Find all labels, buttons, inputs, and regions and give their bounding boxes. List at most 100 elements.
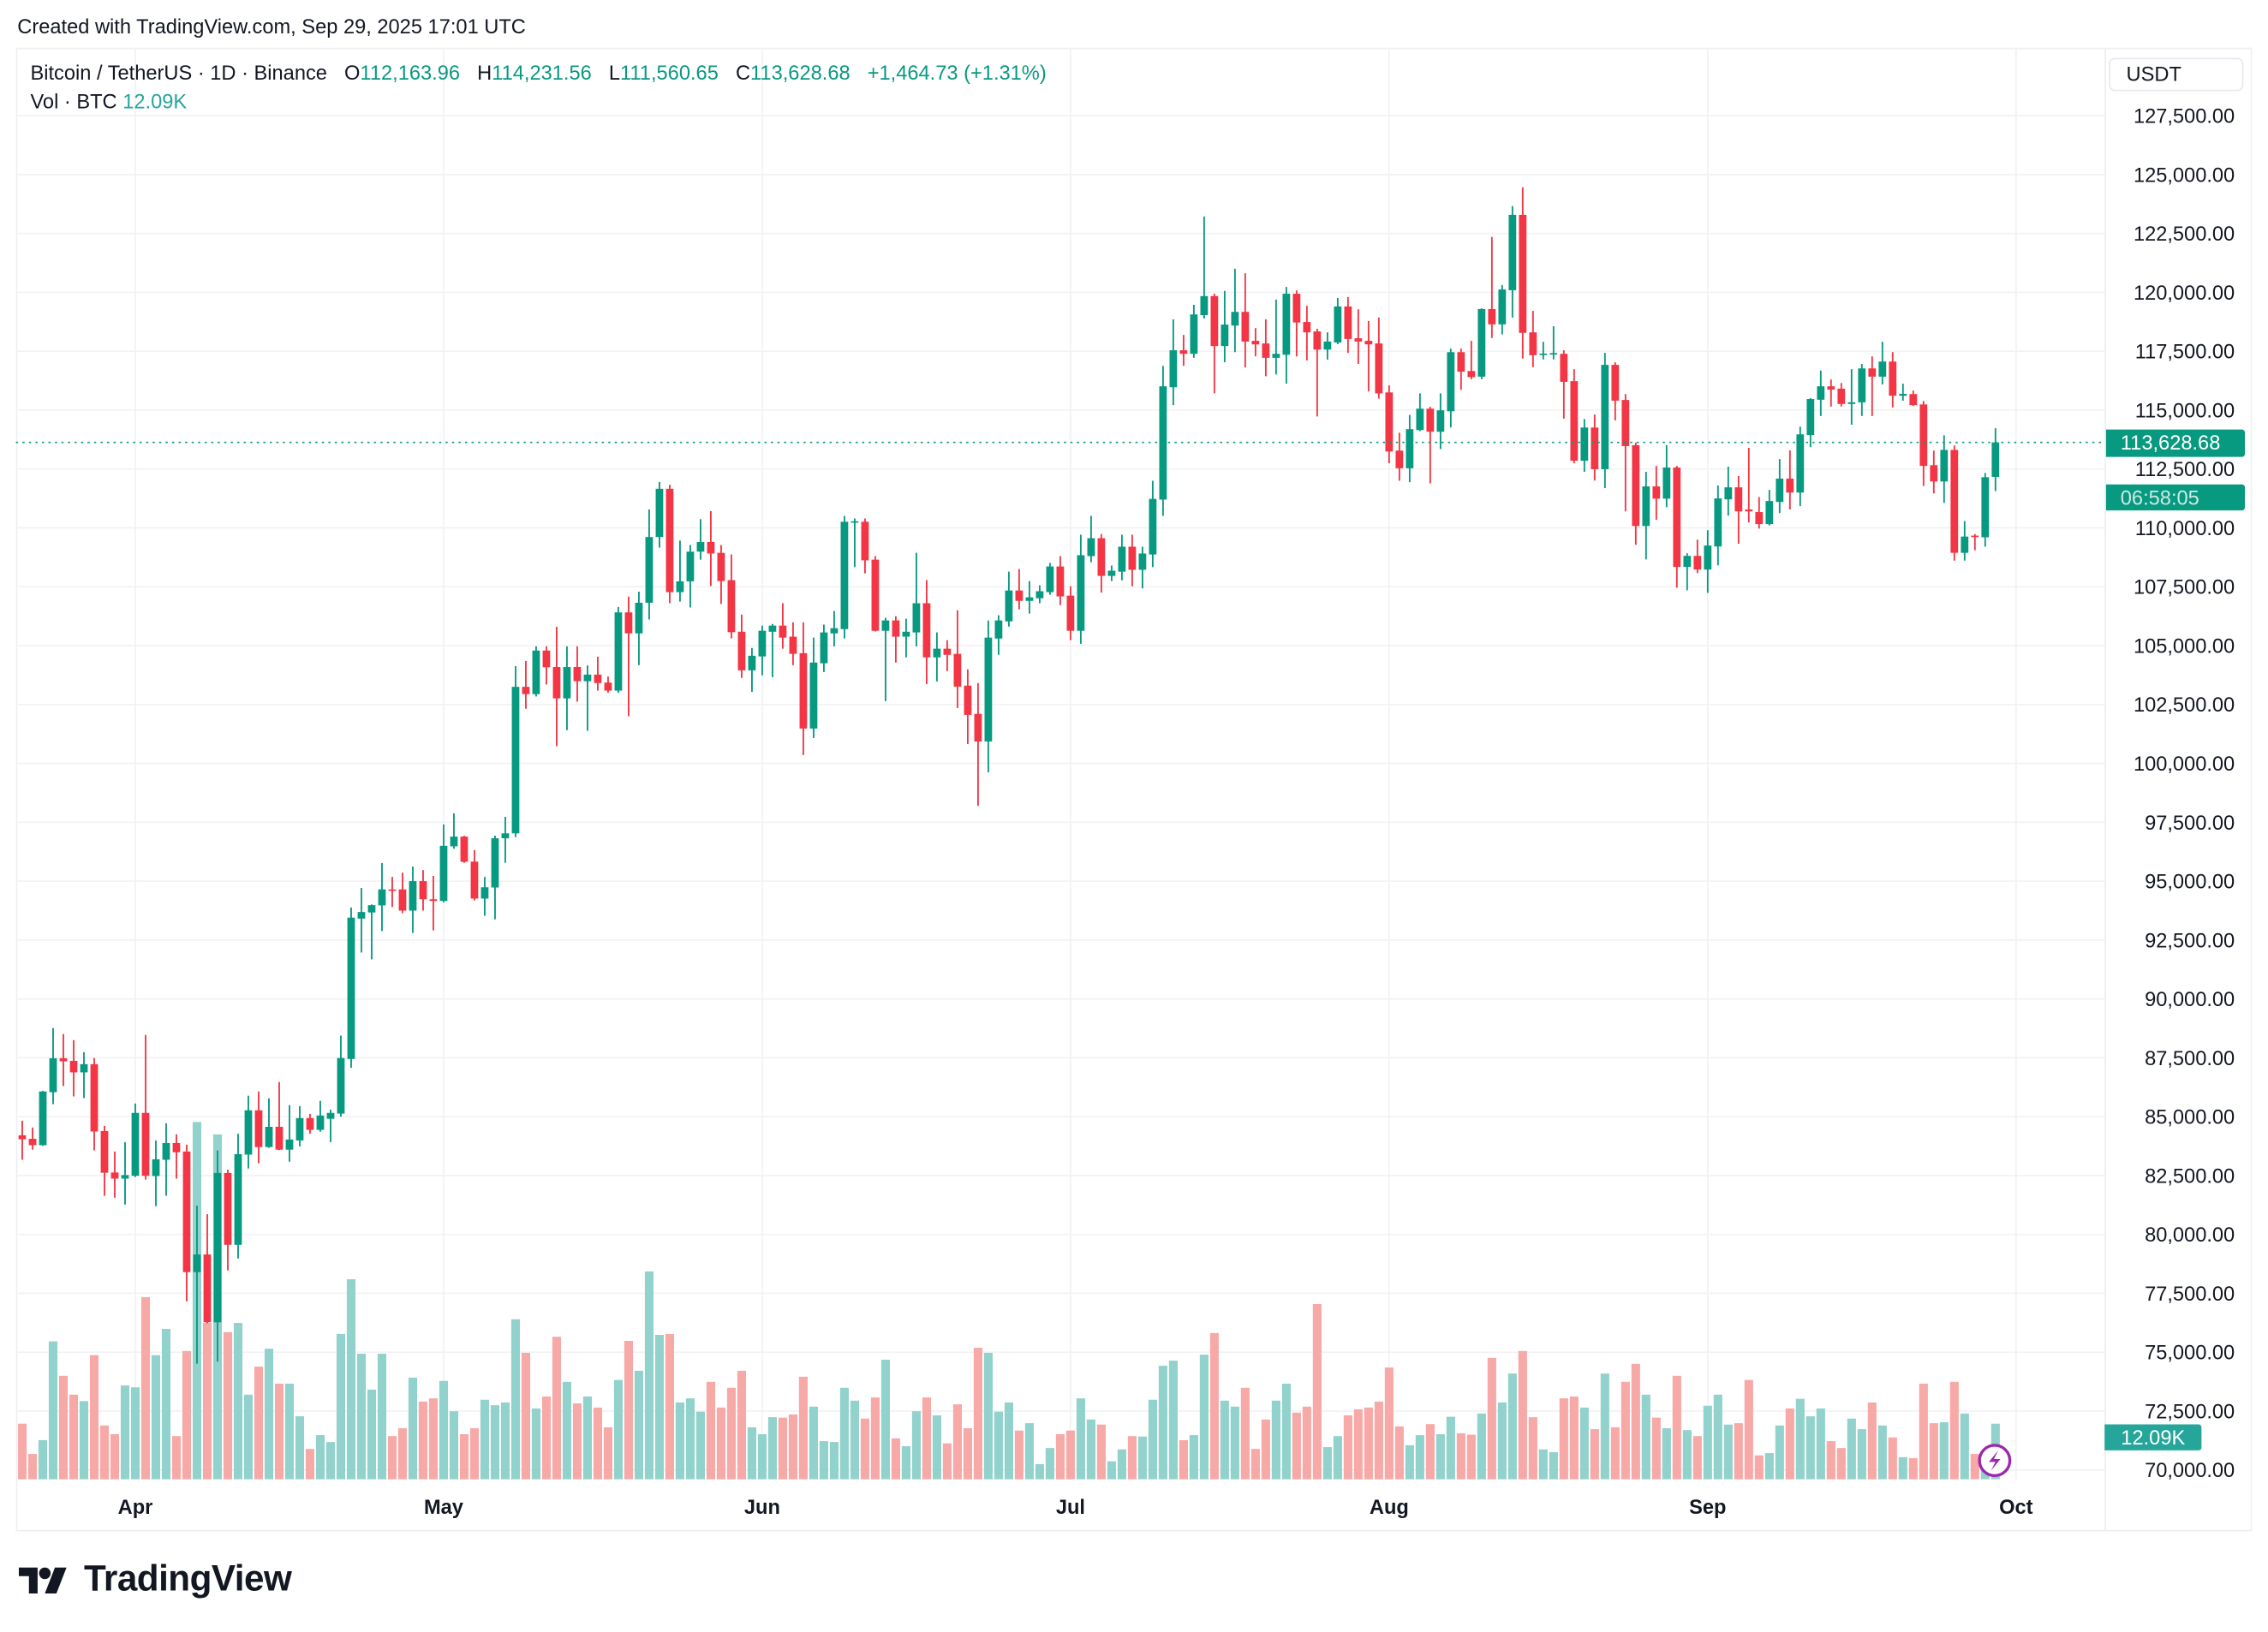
price-tick-label: 77,500.00 xyxy=(2145,1284,2235,1306)
volume-bar xyxy=(798,1376,808,1480)
candle-body xyxy=(922,603,931,658)
volume-bar xyxy=(439,1380,449,1480)
candle xyxy=(1323,332,1332,360)
candle xyxy=(1128,534,1137,587)
candle-body xyxy=(676,581,684,593)
candle xyxy=(80,1051,88,1099)
candle-body xyxy=(1806,399,1815,436)
ohlc-legend: Bitcoin / TetherUS · 1D · Binance O112,1… xyxy=(30,61,1046,84)
chart-frame xyxy=(15,47,2253,1532)
candle-body xyxy=(162,1142,170,1160)
price-tick-label: 105,000.00 xyxy=(2134,635,2235,658)
time-axis-labels[interactable]: Apr May Jun Jul Aug Sep Oct xyxy=(118,1497,2033,1519)
candle xyxy=(912,552,921,646)
volume-bar xyxy=(1384,1367,1394,1480)
symbol-title[interactable]: Bitcoin / TetherUS · 1D · Binance xyxy=(30,60,327,84)
candle xyxy=(1919,401,1928,486)
volume-bar xyxy=(1004,1402,1013,1480)
volume-bar xyxy=(1014,1430,1024,1480)
candle-body xyxy=(1262,343,1270,358)
volume-bar xyxy=(819,1441,828,1480)
open-label: O xyxy=(344,60,361,84)
volume-bar xyxy=(1250,1449,1260,1480)
currency-button[interactable]: USDT xyxy=(2109,57,2244,92)
volume-bar xyxy=(38,1439,48,1480)
candle-body xyxy=(635,602,643,634)
candle-body xyxy=(90,1063,98,1132)
price-tick-label: 90,000.00 xyxy=(2145,989,2235,1011)
candle xyxy=(1549,326,1558,360)
lightning-icon[interactable] xyxy=(1978,1444,2012,1478)
candle xyxy=(850,518,859,568)
candle-body xyxy=(409,881,417,911)
candle xyxy=(1693,539,1702,574)
candle xyxy=(1364,320,1373,392)
volume-bar xyxy=(510,1319,521,1480)
time-tick-label: May xyxy=(424,1497,464,1519)
candle-body xyxy=(357,912,366,919)
volume-bar xyxy=(140,1296,151,1480)
candle xyxy=(1570,369,1579,464)
volume-bar xyxy=(1651,1417,1661,1480)
price-axis-labels[interactable]: 127,500.00 125,000.00 122,500.00 120,000.00… xyxy=(2134,106,2235,1483)
time-tick-label: Sep xyxy=(1689,1497,1726,1519)
volume-bar xyxy=(1826,1441,1835,1480)
candle-body xyxy=(1529,332,1537,355)
candle xyxy=(378,862,386,932)
candle-body xyxy=(121,1175,129,1179)
candle-body xyxy=(100,1130,109,1173)
candle-body xyxy=(1693,556,1702,570)
candle xyxy=(881,617,890,701)
candle-body xyxy=(1786,478,1794,493)
volume-bar xyxy=(952,1404,962,1480)
candle-body xyxy=(480,887,489,899)
candle-body xyxy=(1231,312,1239,326)
candle xyxy=(1508,205,1517,318)
candle-body xyxy=(809,662,818,729)
candle-body xyxy=(696,541,705,552)
close-label: C xyxy=(735,60,751,84)
candle xyxy=(1262,319,1270,377)
candle-body xyxy=(1046,566,1054,593)
volume-value: 12.09K xyxy=(122,89,188,113)
candle-body xyxy=(470,861,479,899)
volume-bar xyxy=(1579,1407,1589,1480)
volume-label[interactable]: Vol · BTC xyxy=(30,89,117,113)
candle xyxy=(1406,414,1414,483)
candle-body xyxy=(1827,386,1835,390)
candle xyxy=(1457,348,1465,390)
last-price-tag: 113,628.68 xyxy=(2105,429,2246,457)
candle xyxy=(707,510,715,587)
tradingview-logo[interactable]: TradingView xyxy=(18,1559,292,1601)
volume-bar xyxy=(767,1417,777,1480)
candle-body xyxy=(665,488,674,593)
price-tick-label: 110,000.00 xyxy=(2135,518,2235,540)
candle-body xyxy=(1991,442,2000,477)
volume-bar xyxy=(1024,1423,1034,1480)
candle xyxy=(665,485,674,604)
candle-body xyxy=(1303,322,1311,333)
volume-bar xyxy=(1590,1429,1599,1480)
volume-bar xyxy=(1281,1383,1291,1480)
volume-bar xyxy=(1271,1400,1280,1480)
candle xyxy=(450,813,458,849)
volume-bar xyxy=(305,1449,315,1480)
candle-body xyxy=(1477,308,1486,377)
candle xyxy=(254,1091,263,1164)
candle xyxy=(861,518,869,574)
candle xyxy=(1796,426,1805,507)
volume-bar xyxy=(531,1408,541,1480)
volume-bar xyxy=(1744,1379,1753,1480)
volume-bar xyxy=(1682,1430,1692,1480)
volume-bar xyxy=(99,1425,110,1480)
candle-body xyxy=(1704,545,1712,570)
volume-bar xyxy=(603,1427,613,1480)
volume-bar xyxy=(963,1428,972,1480)
candle-body xyxy=(861,521,869,561)
candle-body xyxy=(39,1091,47,1146)
candle-body xyxy=(28,1139,37,1146)
candle-body xyxy=(1734,487,1743,512)
volume-bar xyxy=(459,1434,469,1480)
candle-body xyxy=(1282,294,1291,355)
